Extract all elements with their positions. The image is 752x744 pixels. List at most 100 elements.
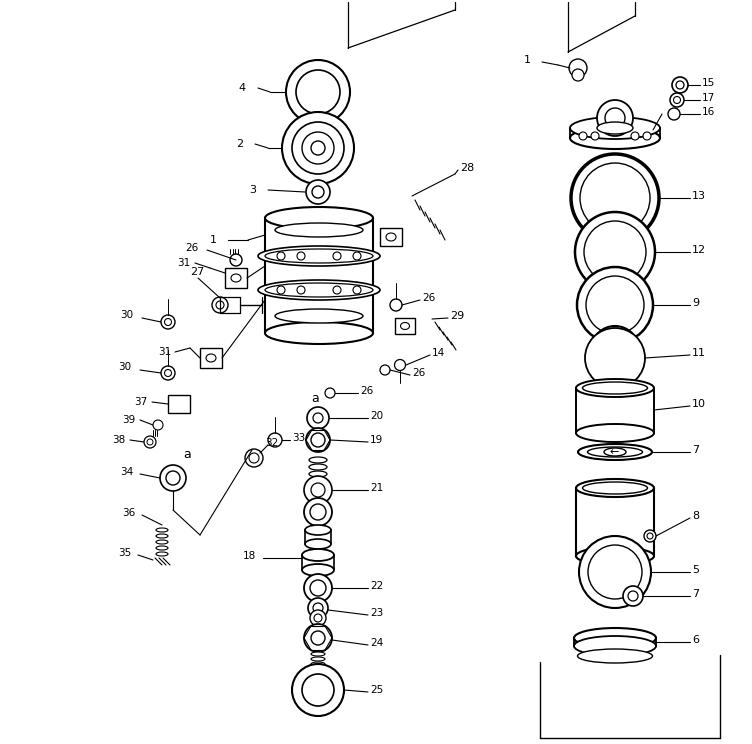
Circle shape [603, 338, 627, 362]
Ellipse shape [156, 552, 168, 556]
Text: 23: 23 [370, 608, 384, 618]
Text: 12: 12 [692, 245, 706, 255]
Circle shape [585, 328, 645, 388]
Ellipse shape [305, 525, 331, 535]
Ellipse shape [275, 309, 363, 323]
Circle shape [144, 436, 156, 448]
Text: 6: 6 [692, 635, 699, 645]
Ellipse shape [258, 246, 380, 266]
Ellipse shape [265, 207, 373, 229]
Circle shape [597, 100, 633, 136]
Text: 39: 39 [122, 415, 135, 425]
Text: 28: 28 [460, 163, 475, 173]
Text: 21: 21 [370, 483, 384, 493]
Text: 7: 7 [692, 589, 699, 599]
Ellipse shape [576, 547, 654, 565]
Ellipse shape [309, 471, 327, 477]
Ellipse shape [578, 649, 653, 663]
Bar [225, 268, 247, 288]
Circle shape [577, 267, 653, 343]
Ellipse shape [311, 662, 325, 666]
Circle shape [390, 299, 402, 311]
Circle shape [395, 359, 405, 371]
Circle shape [306, 428, 330, 452]
Circle shape [588, 545, 642, 599]
Ellipse shape [309, 457, 327, 463]
Circle shape [212, 297, 228, 313]
Ellipse shape [583, 482, 647, 494]
Circle shape [353, 252, 361, 260]
Circle shape [306, 180, 330, 204]
Circle shape [311, 141, 325, 155]
Circle shape [302, 674, 334, 706]
Circle shape [628, 591, 638, 601]
Text: 20: 20 [370, 411, 383, 421]
Ellipse shape [265, 322, 373, 344]
Circle shape [605, 108, 625, 128]
Circle shape [292, 122, 344, 174]
Circle shape [380, 365, 390, 375]
Circle shape [609, 344, 621, 356]
Text: 36: 36 [122, 508, 135, 518]
Circle shape [310, 504, 326, 520]
Ellipse shape [604, 448, 626, 456]
Bar [200, 348, 222, 368]
Text: 26: 26 [412, 368, 425, 378]
Circle shape [310, 610, 326, 626]
Circle shape [575, 212, 655, 292]
Ellipse shape [309, 464, 327, 470]
Bar [168, 395, 190, 413]
Circle shape [308, 598, 328, 618]
Circle shape [314, 614, 322, 622]
Circle shape [304, 476, 332, 504]
Text: 15: 15 [702, 78, 715, 88]
Circle shape [353, 286, 361, 294]
Circle shape [670, 93, 684, 107]
Circle shape [161, 315, 175, 329]
Ellipse shape [258, 280, 380, 300]
Ellipse shape [576, 424, 654, 442]
Circle shape [676, 81, 684, 89]
Circle shape [313, 413, 323, 423]
Ellipse shape [302, 549, 334, 561]
Circle shape [325, 388, 335, 398]
Ellipse shape [156, 540, 168, 544]
Text: 33: 33 [292, 433, 305, 443]
Text: a: a [183, 449, 191, 461]
Ellipse shape [583, 382, 647, 394]
Circle shape [286, 60, 350, 124]
Ellipse shape [574, 628, 656, 648]
Text: 30: 30 [118, 362, 131, 372]
Circle shape [644, 530, 656, 542]
Text: 37: 37 [134, 397, 147, 407]
Circle shape [580, 163, 650, 233]
Ellipse shape [570, 117, 660, 139]
Text: 10: 10 [692, 399, 706, 409]
Text: 30: 30 [120, 310, 133, 320]
Text: 1: 1 [210, 235, 217, 245]
Text: 16: 16 [702, 107, 715, 117]
Ellipse shape [206, 354, 216, 362]
Text: 14: 14 [432, 348, 445, 358]
Circle shape [311, 433, 325, 447]
Text: 1: 1 [524, 55, 531, 65]
Circle shape [631, 132, 639, 140]
Circle shape [674, 97, 681, 103]
Circle shape [304, 574, 332, 602]
Text: 3: 3 [249, 185, 256, 195]
Text: 2: 2 [236, 139, 243, 149]
Ellipse shape [576, 479, 654, 497]
Text: 29: 29 [450, 311, 464, 321]
Ellipse shape [265, 249, 373, 263]
Ellipse shape [302, 564, 334, 576]
Text: 11: 11 [692, 348, 706, 358]
Ellipse shape [578, 444, 652, 460]
Text: 5: 5 [692, 565, 699, 575]
Ellipse shape [156, 546, 168, 550]
Circle shape [586, 276, 644, 334]
Circle shape [304, 624, 332, 652]
Text: 4: 4 [238, 83, 245, 93]
Ellipse shape [386, 233, 396, 241]
Circle shape [647, 533, 653, 539]
Circle shape [230, 254, 242, 266]
